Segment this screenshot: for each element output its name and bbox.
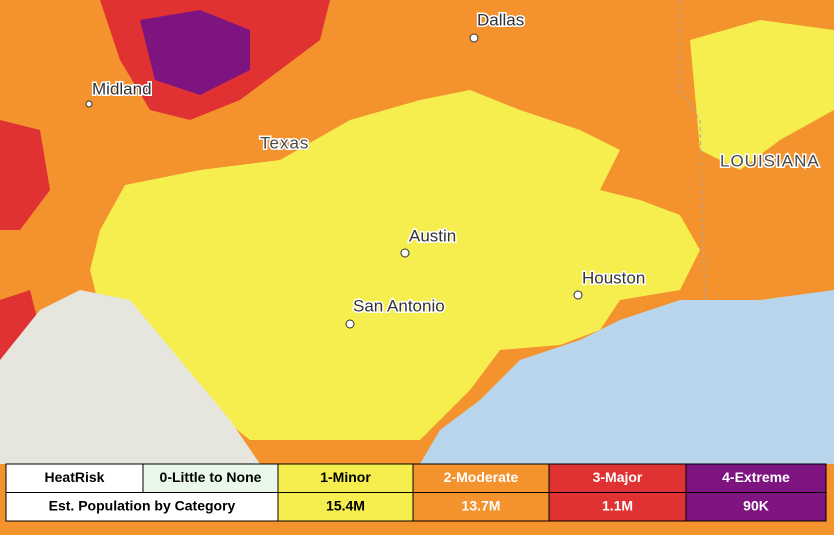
legend-cell	[5, 463, 144, 493]
mexico-land	[0, 290, 260, 464]
place-label: Austin	[409, 226, 456, 245]
legend-table: HeatRisk 0-Little to None 1-Minor 2-Moderat…	[5, 463, 827, 522]
minor-area	[690, 20, 834, 170]
gulf-water	[420, 290, 834, 464]
region-label: Texas	[260, 133, 309, 152]
major-area	[0, 120, 50, 230]
legend-cell	[412, 463, 550, 493]
legend-header: 2-Moderate	[444, 469, 519, 485]
place-label: Dallas	[477, 10, 524, 29]
city-marker	[400, 248, 410, 258]
legend-cell	[685, 492, 827, 522]
minor-area	[90, 90, 700, 440]
legend-header: 1-Minor	[320, 469, 371, 485]
population-value: 13.7M	[462, 497, 501, 513]
extreme-area	[140, 10, 250, 95]
city-marker	[469, 33, 479, 43]
legend-cell	[412, 492, 550, 522]
population-value: 15.4M	[326, 497, 365, 513]
legend-header: 4-Extreme	[722, 469, 790, 485]
legend-cell	[277, 492, 414, 522]
population-label: Est. Population by Category	[49, 497, 236, 513]
legend-header: 0-Little to None	[160, 469, 262, 485]
place-label: Midland	[92, 79, 152, 98]
city-marker	[573, 290, 583, 300]
legend-cell	[548, 492, 687, 522]
legend-header: HeatRisk	[45, 469, 105, 485]
place-label: Houston	[582, 268, 645, 287]
city-marker	[85, 100, 93, 108]
legend-header: 3-Major	[593, 469, 643, 485]
population-value: 90K	[743, 497, 769, 513]
legend-cell	[548, 463, 687, 493]
state-border	[679, 0, 706, 301]
population-value: 1.1M	[602, 497, 633, 513]
legend-cell	[277, 463, 414, 493]
legend-cell	[685, 463, 827, 493]
place-label: San Antonio	[353, 296, 445, 315]
region-label: LOUISIANA	[720, 151, 820, 170]
city-marker	[345, 319, 355, 329]
